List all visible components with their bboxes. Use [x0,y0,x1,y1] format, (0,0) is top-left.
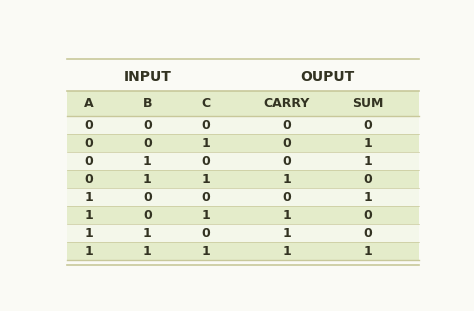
Bar [66,116,419,134]
Bar [66,242,419,260]
Text: 1: 1 [364,155,372,168]
Text: 1: 1 [84,191,93,204]
Text: 1: 1 [364,244,372,258]
Text: 1: 1 [283,173,292,186]
Text: 1: 1 [283,244,292,258]
Text: A: A [84,97,93,110]
Text: 0: 0 [202,155,210,168]
Text: 1: 1 [84,227,93,239]
Text: 1: 1 [202,244,210,258]
Text: 1: 1 [202,137,210,150]
Text: 1: 1 [283,227,292,239]
Text: 0: 0 [143,209,152,222]
Text: 0: 0 [202,227,210,239]
Text: 1: 1 [143,173,152,186]
Text: 0: 0 [283,191,292,204]
Text: 0: 0 [364,173,372,186]
Text: 0: 0 [84,155,93,168]
Text: 0: 0 [283,137,292,150]
Text: C: C [201,97,211,110]
Text: 0: 0 [84,119,93,132]
Text: 1: 1 [143,244,152,258]
Text: 0: 0 [143,137,152,150]
Bar [66,224,419,242]
Text: 0: 0 [143,191,152,204]
Text: 1: 1 [143,155,152,168]
Bar [66,134,419,152]
Text: OUPUT: OUPUT [301,70,355,84]
Text: 0: 0 [283,119,292,132]
Text: 0: 0 [283,155,292,168]
Text: 0: 0 [202,191,210,204]
Text: 1: 1 [84,244,93,258]
Text: 0: 0 [364,119,372,132]
Bar [66,152,419,170]
Text: 1: 1 [202,173,210,186]
Text: 1: 1 [202,209,210,222]
Text: 0: 0 [84,137,93,150]
Text: 1: 1 [143,227,152,239]
Text: 1: 1 [364,191,372,204]
Text: 0: 0 [364,227,372,239]
Text: 1: 1 [364,137,372,150]
Text: INPUT: INPUT [123,70,172,84]
Text: 0: 0 [364,209,372,222]
Text: 0: 0 [84,173,93,186]
Bar [66,206,419,224]
Bar [66,91,419,116]
Text: 0: 0 [202,119,210,132]
Text: 1: 1 [283,209,292,222]
Text: 0: 0 [143,119,152,132]
Text: B: B [143,97,152,110]
Text: SUM: SUM [352,97,383,110]
Bar [66,188,419,206]
Bar [66,170,419,188]
Text: 1: 1 [84,209,93,222]
Text: CARRY: CARRY [264,97,310,110]
Bar [66,64,419,91]
